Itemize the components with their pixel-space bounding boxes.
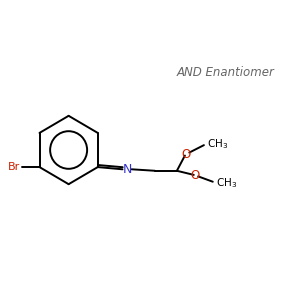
Text: CH$_3$: CH$_3$ — [207, 137, 228, 151]
Text: Br: Br — [8, 162, 20, 172]
Text: N: N — [123, 163, 132, 176]
Text: O: O — [190, 169, 200, 182]
Text: O: O — [182, 148, 191, 160]
Text: AND Enantiomer: AND Enantiomer — [177, 66, 275, 79]
Text: CH$_3$: CH$_3$ — [216, 176, 237, 190]
